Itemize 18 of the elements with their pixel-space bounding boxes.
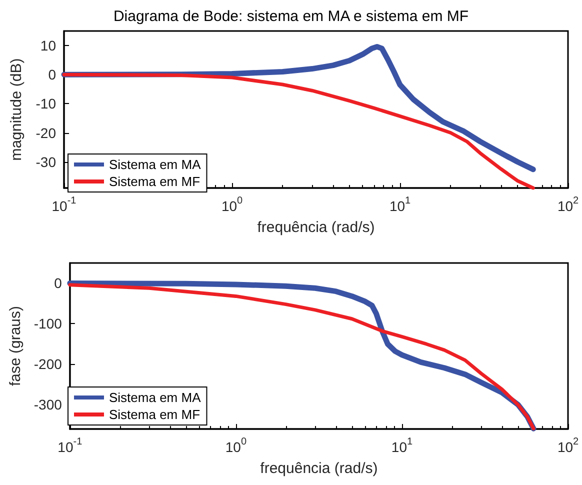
y-axis-title: fase (graus) [7, 306, 24, 386]
y-tick-label: -100 [34, 316, 62, 332]
legend-label: Sistema em MA [109, 157, 202, 172]
y-axis-title: magnitude (dB) [8, 58, 25, 161]
y-tick-label: -30 [36, 154, 56, 170]
legend-label: Sistema em MF [109, 407, 200, 422]
y-tick-label: -10 [36, 96, 56, 112]
y-tick-label: -300 [34, 396, 62, 413]
legend-label: Sistema em MF [109, 174, 200, 189]
x-axis-title: frequência (rad/s) [260, 460, 378, 477]
y-tick-label: 10 [40, 38, 56, 54]
legend-label: Sistema em MA [109, 390, 202, 405]
y-tick-label: 0 [48, 66, 56, 83]
x-axis-title: frequência (rad/s) [257, 219, 375, 236]
y-tick-label: -20 [36, 124, 56, 141]
y-tick-label: 0 [54, 275, 62, 292]
y-tick-label: -200 [34, 356, 62, 372]
chart-title: Diagrama de Bode: sistema em MA e sistema em MF [113, 8, 469, 25]
